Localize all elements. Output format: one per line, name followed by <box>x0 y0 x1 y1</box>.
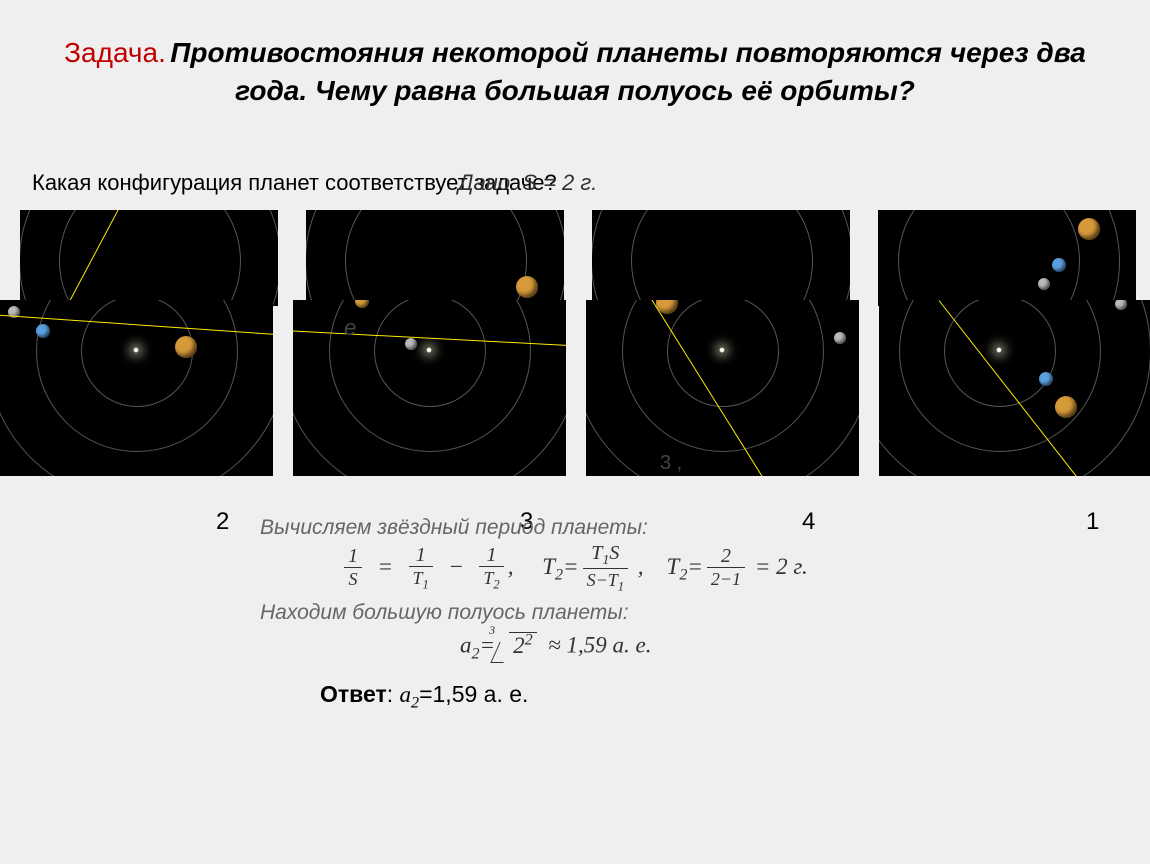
title-block: Задача. Противостояния некоторой планеты… <box>0 0 1150 110</box>
panel-top-1 <box>20 210 278 306</box>
semimajor-result: 1,59 а. е. <box>567 633 652 658</box>
panel-top-4 <box>878 210 1136 306</box>
stray-number: 3 , <box>660 452 682 475</box>
answer-line: Ответ: a2=1,59 а. е. <box>320 681 1080 713</box>
panel-top-3 <box>592 210 850 306</box>
panel-label-1: 1 <box>1086 508 1099 536</box>
panel-top-2 <box>306 210 564 306</box>
orbit-panel-2 <box>0 300 273 476</box>
semimajor-formula: a2=322 ≈ 1,59 а. е. <box>460 627 1080 667</box>
step-semimajor-text: Находим большую полуось планеты: <box>260 601 1080 625</box>
period-result: 2 г. <box>776 554 808 579</box>
title-prefix: Задача. <box>64 37 166 68</box>
title-body: Противостояния некоторой планеты повторя… <box>170 37 1086 106</box>
step-period-text: Вычисляем звёздный период планеты: <box>260 516 1080 540</box>
stray-letter: е <box>344 315 356 341</box>
panel-row-top <box>20 210 1136 306</box>
orbit-panel-3 <box>293 300 566 476</box>
solution-block: Вычисляем звёздный период планеты: 1S = … <box>260 510 1080 713</box>
answer-value: =1,59 а. е. <box>419 681 528 707</box>
answer-label: Ответ <box>320 681 387 707</box>
orbit-panel-4 <box>586 300 859 476</box>
period-formula: 1S = 1T1 − 1T2, T2=T1SS−T1 , T2=22−1 = 2… <box>340 542 1080 595</box>
panel-label-2: 2 <box>216 508 229 536</box>
orbit-panel-1 <box>879 300 1150 476</box>
slide: Задача. Противостояния некоторой планеты… <box>0 0 1150 864</box>
given-overlay: Дано: S = 2 г. <box>458 170 597 196</box>
panel-row-bottom <box>0 300 1150 476</box>
